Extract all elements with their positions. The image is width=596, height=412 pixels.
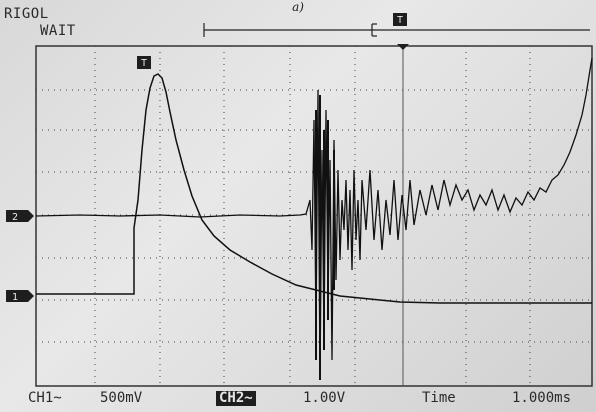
svg-text:T: T xyxy=(397,15,403,26)
ch1-waveform xyxy=(36,73,592,304)
ch2-waveform xyxy=(35,57,593,381)
ch1-coupling-label[interactable]: CH1~ xyxy=(28,390,62,406)
time-label: Time xyxy=(422,390,456,406)
brand-label: RIGOL xyxy=(4,6,49,22)
svg-text:2: 2 xyxy=(12,212,18,223)
ch1-ground-marker: 1 xyxy=(6,290,34,303)
status-bar: CH1~ 500mV CH2~ 1.00V Time 1.000ms xyxy=(0,386,596,410)
timebase-indicator xyxy=(203,23,590,37)
svg-text:T: T xyxy=(141,58,147,69)
timebase-scale: 1.000ms xyxy=(512,390,572,406)
trigger-position-marker: T xyxy=(393,13,409,50)
figure-caption: a) xyxy=(292,0,304,14)
ch2-burst-density xyxy=(315,95,335,380)
ch2-scale: 1.00V xyxy=(303,390,346,406)
trigger-status: WAIT xyxy=(40,23,76,39)
ch2-ground-marker: 2 xyxy=(6,210,34,223)
trigger-t-icon: T xyxy=(137,56,151,69)
ch1-scale: 500mV xyxy=(100,390,143,406)
svg-text:1: 1 xyxy=(12,292,18,303)
ch2-coupling-label[interactable]: CH2~ xyxy=(216,391,256,406)
